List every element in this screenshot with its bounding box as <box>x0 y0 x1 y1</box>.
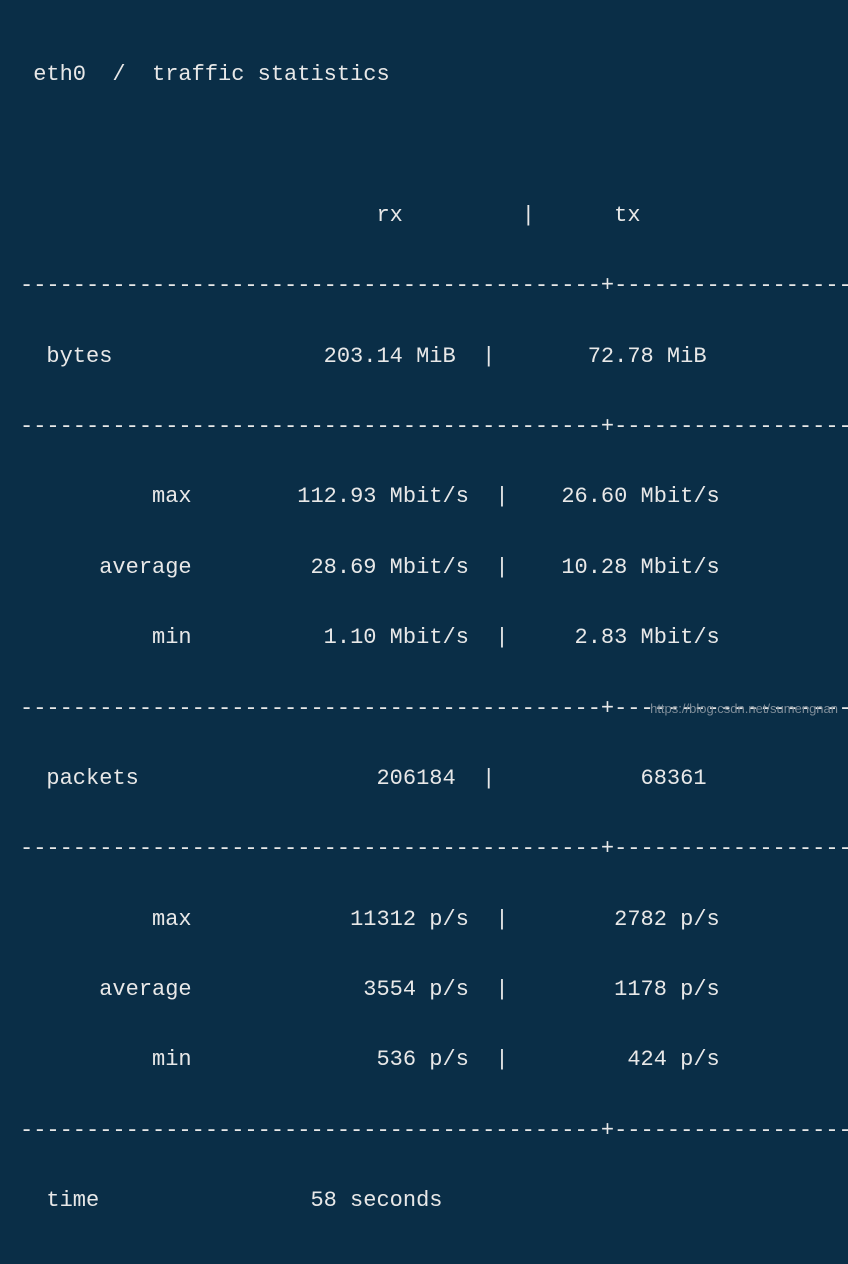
bytes-max-row: max 112.93 Mbit/s | 26.60 Mbit/s <box>20 479 828 514</box>
label: min <box>152 625 192 650</box>
title-label: traffic statistics <box>152 62 390 87</box>
packets-max-row: max 11312 p/s | 2782 p/s <box>20 902 828 937</box>
rx: 3554 p/s <box>363 977 469 1002</box>
packets-tx: 68361 <box>641 766 707 791</box>
divider: ----------------------------------------… <box>20 831 828 866</box>
divider: ----------------------------------------… <box>20 1113 828 1148</box>
time-label: time <box>46 1188 99 1213</box>
tx: 10.28 Mbit/s <box>561 555 719 580</box>
tx: 1178 p/s <box>614 977 720 1002</box>
tx: 424 p/s <box>627 1047 719 1072</box>
blank-row <box>20 128 828 163</box>
title-row: eth0 / traffic statistics <box>20 57 828 92</box>
header-row: rx | tx <box>20 198 828 233</box>
rx: 1.10 Mbit/s <box>324 625 469 650</box>
packets-min-row: min 536 p/s | 424 p/s <box>20 1042 828 1077</box>
bytes-tx: 72.78 MiB <box>588 344 707 369</box>
header-tx: tx <box>614 203 640 228</box>
interface-name: eth0 <box>33 62 86 87</box>
bytes-rx: 203.14 MiB <box>324 344 456 369</box>
label: max <box>152 484 192 509</box>
rx: 28.69 Mbit/s <box>310 555 468 580</box>
tx: 26.60 Mbit/s <box>561 484 719 509</box>
bytes-min-row: min 1.10 Mbit/s | 2.83 Mbit/s <box>20 620 828 655</box>
header-rx: rx <box>376 203 402 228</box>
rx: 112.93 Mbit/s <box>297 484 469 509</box>
packets-label: packets <box>46 766 138 791</box>
packets-rx: 206184 <box>376 766 455 791</box>
label: average <box>99 977 191 1002</box>
packets-avg-row: average 3554 p/s | 1178 p/s <box>20 972 828 1007</box>
title-sep: / <box>112 62 125 87</box>
time-row: time 58 seconds <box>20 1183 828 1218</box>
label: min <box>152 1047 192 1072</box>
bytes-label: bytes <box>46 344 112 369</box>
bytes-avg-row: average 28.69 Mbit/s | 10.28 Mbit/s <box>20 550 828 585</box>
packets-row: packets 206184 | 68361 <box>20 761 828 796</box>
header-sep: | <box>522 203 535 228</box>
terminal-output: eth0 / traffic statistics rx | tx ------… <box>0 0 848 1264</box>
bytes-row: bytes 203.14 MiB | 72.78 MiB <box>20 339 828 374</box>
divider: ----------------------------------------… <box>20 268 828 303</box>
rx: 11312 p/s <box>350 907 469 932</box>
time-value: 58 seconds <box>310 1188 442 1213</box>
watermark: https://blog.csdn.net/sumengnan <box>650 701 838 716</box>
label: max <box>152 907 192 932</box>
divider: ----------------------------------------… <box>20 409 828 444</box>
rx: 536 p/s <box>376 1047 468 1072</box>
tx: 2782 p/s <box>614 907 720 932</box>
tx: 2.83 Mbit/s <box>575 625 720 650</box>
label: average <box>99 555 191 580</box>
